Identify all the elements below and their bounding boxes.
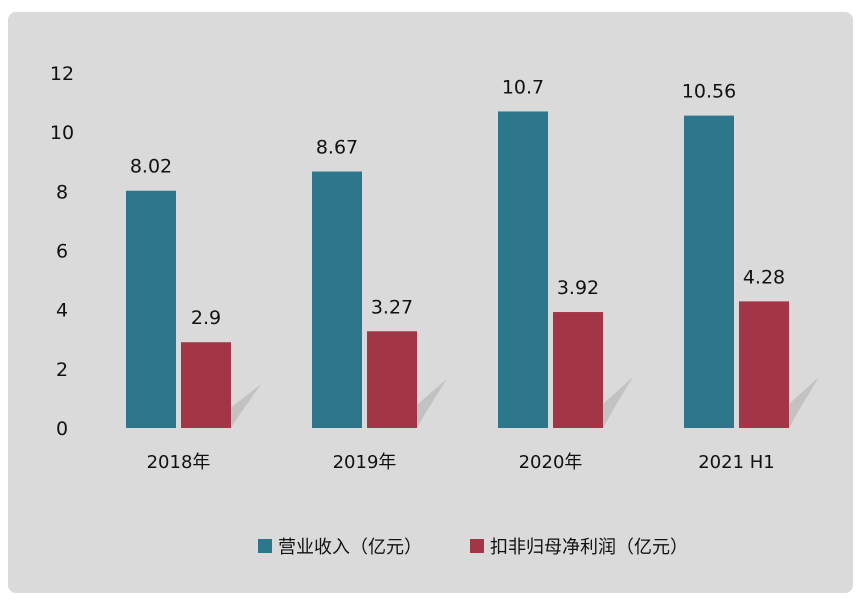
y-tick-label: 8 — [56, 181, 68, 203]
data-label: 3.92 — [557, 277, 599, 299]
bar-net-profit — [367, 331, 417, 428]
x-tick-label: 2021 H1 — [698, 452, 775, 473]
y-tick-label: 0 — [56, 418, 68, 440]
y-tick-label: 4 — [56, 300, 68, 322]
data-label: 10.7 — [502, 76, 544, 98]
x-tick-label: 2019年 — [333, 452, 397, 473]
bar-revenue — [498, 111, 548, 428]
data-label: 2.9 — [191, 307, 221, 329]
bar-net-profit — [553, 312, 603, 428]
y-tick-label: 2 — [56, 359, 68, 381]
bar-shadow — [417, 378, 447, 428]
data-label: 4.28 — [743, 266, 785, 288]
legend-swatch — [470, 539, 484, 553]
bar-net-profit — [181, 342, 231, 428]
x-tick-label: 2020年 — [519, 452, 583, 473]
bar-shadow — [789, 377, 819, 428]
y-tick-label: 12 — [50, 63, 74, 85]
bar-shadow — [231, 384, 261, 428]
legend-label: 扣非归母净利润（亿元） — [490, 537, 688, 558]
bar-revenue — [684, 115, 734, 428]
bar-revenue — [312, 171, 362, 428]
data-label: 10.56 — [682, 81, 736, 103]
legend-swatch — [258, 539, 272, 553]
y-tick-label: 10 — [50, 122, 74, 144]
bar-revenue — [126, 190, 176, 428]
bar-net-profit — [739, 301, 789, 428]
data-label: 8.02 — [130, 156, 172, 178]
bar-shadow — [603, 377, 633, 428]
data-label: 3.27 — [371, 296, 413, 318]
data-label: 8.67 — [316, 137, 358, 159]
x-tick-label: 2018年 — [147, 452, 211, 473]
legend-label: 营业收入（亿元） — [278, 537, 422, 558]
y-tick-label: 6 — [56, 241, 68, 263]
